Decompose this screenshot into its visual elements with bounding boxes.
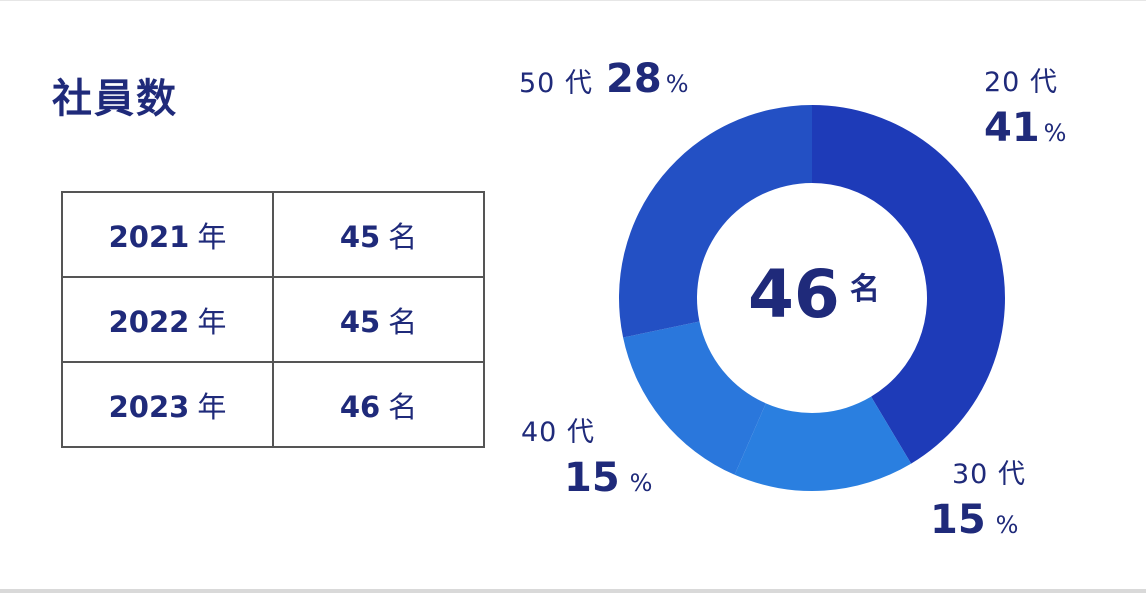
label-30s-sign: % <box>995 511 1019 539</box>
year-value: 2021 <box>108 219 190 254</box>
label-30s-pct-wrap: 15% <box>930 497 1018 543</box>
year-unit: 年 <box>197 389 227 424</box>
bottom-divider <box>0 589 1146 593</box>
label-40s-age: 40 代 <box>521 417 595 448</box>
year-cell: 2022 年 <box>61 276 274 363</box>
label-30s-age-wrap: 30 代 <box>952 452 1026 491</box>
total-unit: 名 <box>849 272 880 307</box>
total-value: 46 <box>748 256 840 333</box>
label-40s-age-wrap: 40 代 <box>521 410 595 449</box>
count-value: 45 <box>339 219 381 254</box>
top-divider <box>0 0 1146 1</box>
label-20s-pct-wrap: 41% <box>984 105 1066 151</box>
label-20s-sign: % <box>1043 119 1067 147</box>
label-20s-age-wrap: 20 代 <box>984 60 1058 99</box>
staff-count-table: 2021 年 45 名 2022 年 45 名 2023 年 46 名 <box>61 191 485 448</box>
year-cell: 2023 年 <box>61 361 274 448</box>
count-unit: 名 <box>388 219 418 254</box>
label-50s-pct: 28 <box>606 56 662 102</box>
table-row: 2022 年 45 名 <box>61 276 485 363</box>
donut-slice-30s <box>734 396 912 491</box>
year-value: 2023 <box>108 389 190 424</box>
label-40s-sign: % <box>629 469 653 497</box>
table-row: 2023 年 46 名 <box>61 361 485 448</box>
donut-center-total: 46 名 <box>748 256 880 333</box>
label-20s-age: 20 代 <box>984 67 1058 98</box>
year-unit: 年 <box>197 304 227 339</box>
label-50s-sign: % <box>665 70 689 98</box>
table-row: 2021 年 45 名 <box>61 191 485 278</box>
label-50s: 50 代 28% <box>519 56 689 102</box>
label-50s-age: 50 代 <box>519 68 593 99</box>
donut-slice-50s <box>619 105 812 338</box>
donut-slice-20s <box>812 105 1005 464</box>
label-30s-pct: 15 <box>930 497 986 543</box>
count-unit: 名 <box>388 304 418 339</box>
year-unit: 年 <box>197 219 227 254</box>
page-title: 社員数 <box>52 76 178 122</box>
count-value: 46 <box>339 389 381 424</box>
count-value: 45 <box>339 304 381 339</box>
label-40s-pct: 15 <box>564 455 620 501</box>
label-40s-pct-wrap: 15% <box>564 455 652 501</box>
count-unit: 名 <box>388 389 418 424</box>
label-30s-age: 30 代 <box>952 459 1026 490</box>
count-cell: 46 名 <box>272 361 485 448</box>
label-20s-pct: 41 <box>984 105 1040 151</box>
donut-slice-40s <box>623 321 766 475</box>
count-cell: 45 名 <box>272 191 485 278</box>
year-cell: 2021 年 <box>61 191 274 278</box>
year-value: 2022 <box>108 304 190 339</box>
count-cell: 45 名 <box>272 276 485 363</box>
